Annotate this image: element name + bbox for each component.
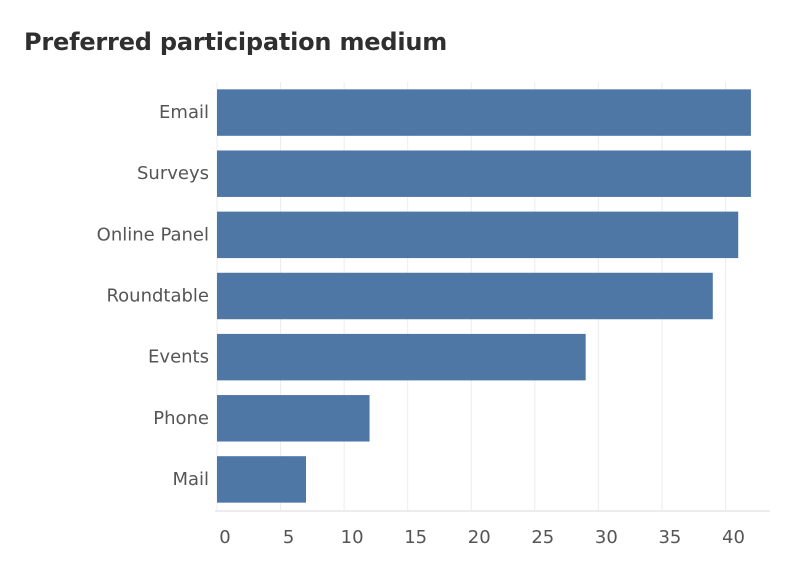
category-label-mail: Mail [172, 469, 209, 490]
category-label-surveys: Surveys [137, 163, 209, 184]
y-axis-category-labels: Email Surveys Online Panel Roundtable Events… [97, 102, 209, 490]
x-tick-label-15: 15 [404, 527, 427, 548]
category-label-online-panel: Online Panel [97, 224, 209, 245]
bar-email [217, 89, 751, 136]
x-tick-label-40: 40 [722, 527, 745, 548]
bar-events [217, 333, 586, 381]
chart-title: Preferred participation medium [24, 28, 448, 56]
x-tick-label-5: 5 [283, 527, 294, 548]
bar-surveys [217, 150, 751, 197]
x-tick-label-0: 0 [219, 527, 230, 548]
x-tick-label-10: 10 [341, 527, 364, 548]
category-label-phone: Phone [153, 408, 209, 429]
category-label-events: Events [148, 347, 209, 368]
x-tick-label-35: 35 [658, 527, 681, 548]
x-tick-label-25: 25 [531, 527, 554, 548]
category-label-roundtable: Roundtable [106, 286, 209, 307]
x-tick-label-20: 20 [468, 527, 491, 548]
bar-roundtable [217, 272, 713, 320]
bar-phone [217, 395, 370, 442]
bar-mail [217, 456, 306, 503]
bar-online-panel [217, 211, 739, 259]
x-tick-label-30: 30 [595, 527, 618, 548]
category-label-email: Email [159, 102, 209, 123]
bars [217, 89, 751, 503]
x-axis-ticks: 0 5 10 15 20 25 30 35 40 [219, 527, 745, 548]
